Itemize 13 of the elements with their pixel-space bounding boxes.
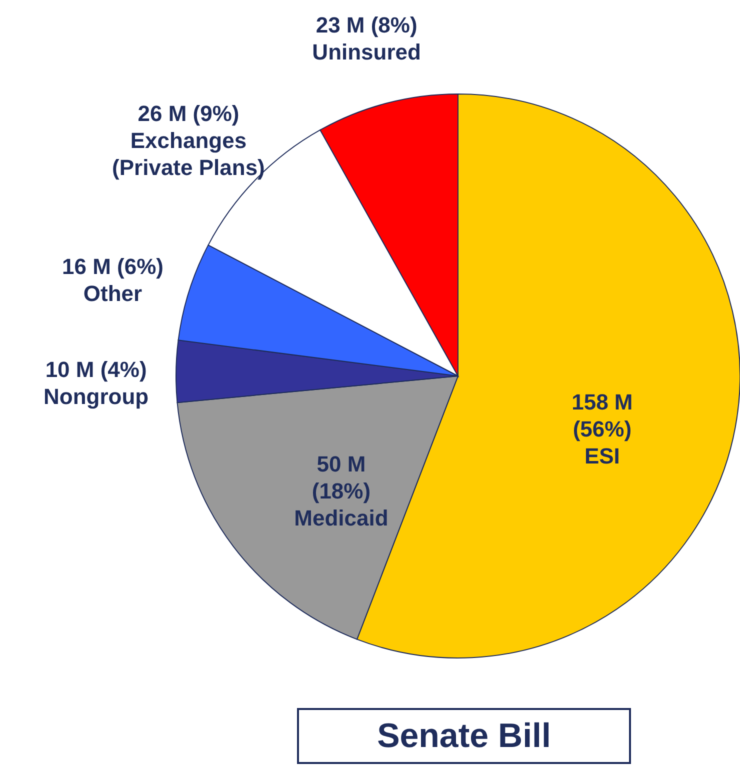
slice-label: ESI xyxy=(584,444,620,469)
slice-label: Other xyxy=(83,281,143,306)
text: Senate Bill xyxy=(297,708,631,764)
data-label: 16 M (6%) xyxy=(62,254,164,280)
slice-label: Medicaid xyxy=(294,506,388,531)
data-label: 26 M (9%) xyxy=(138,100,240,126)
data-label: 23 M (8%) xyxy=(316,12,418,38)
data-label: 158 M (56%) xyxy=(572,390,633,442)
data-label: 10 M (4%) xyxy=(45,356,147,382)
slice-label: Nongroup xyxy=(44,384,149,409)
data-label: 50 M (18%) xyxy=(312,452,371,504)
slice-label: Uninsured xyxy=(312,40,421,65)
slice-label: Exchanges (Private Plans) xyxy=(112,128,265,180)
